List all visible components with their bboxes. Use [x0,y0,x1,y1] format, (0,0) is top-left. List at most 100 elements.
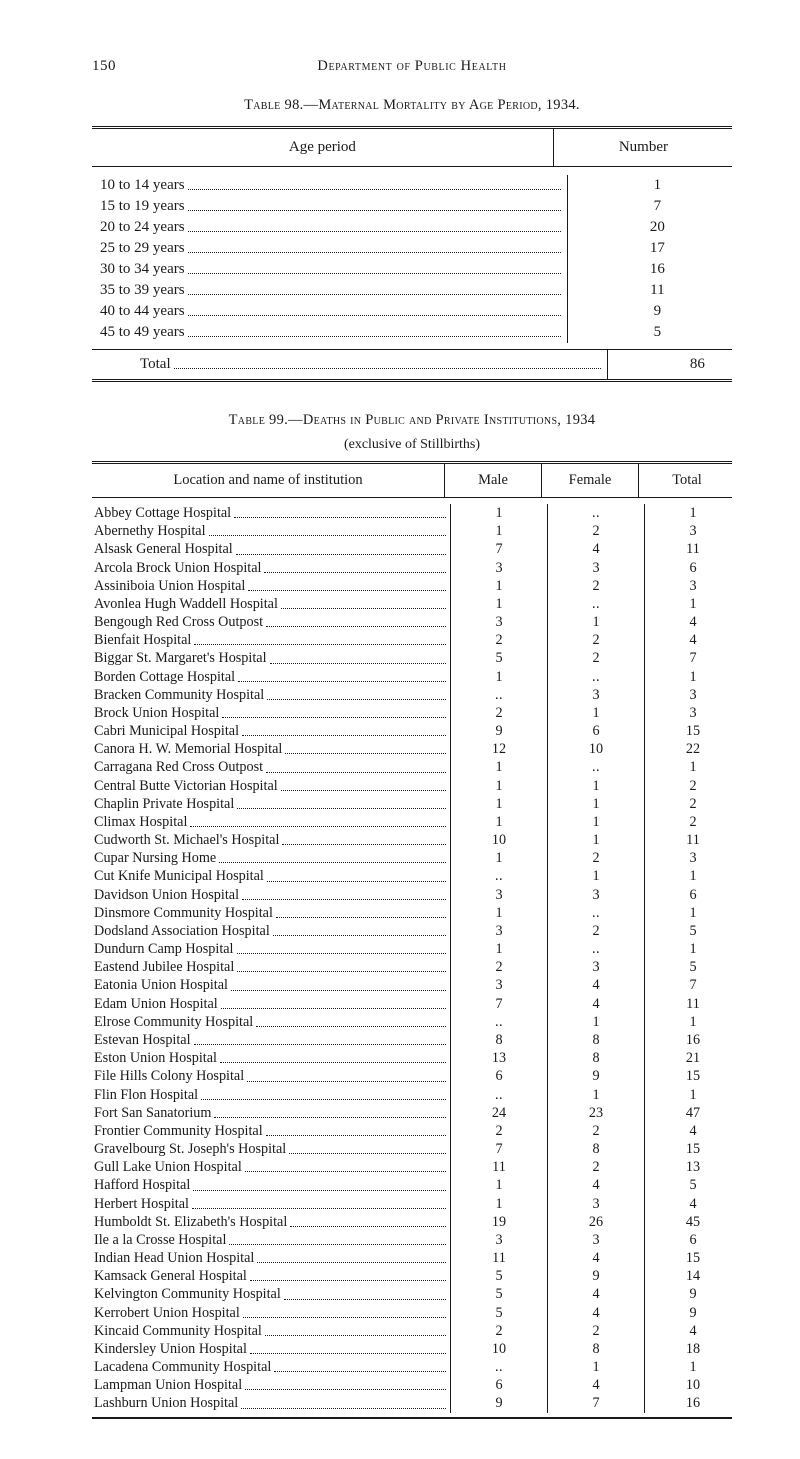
table-99-cell-female: .. [547,904,644,922]
leader [222,700,446,718]
table-98-age-label: 10 to 14 years [100,177,188,194]
table-99-cell-male: 1 [450,813,547,831]
table-99-caption-title: Deaths in Public and Private Institution… [303,412,565,428]
table-99-subcaption: (exclusive of Stillbirths) [92,437,732,453]
table-99-cell-total: 21 [644,1049,741,1067]
table-99-cell-total: 5 [644,958,741,976]
table-99-cell-total: 4 [644,613,741,631]
table-99-location-label: Estevan Hospital [94,1031,194,1049]
table-99-cell-male: 1 [450,795,547,813]
table-99-cell-male: 1 [450,522,547,540]
leader [266,754,446,772]
table-99-cell-female: .. [547,668,644,686]
leader [270,645,446,663]
table-99-cell-female: 4 [547,1376,644,1394]
leader [281,773,446,791]
table-99-cell-female: 4 [547,1249,644,1267]
table-99-cell-female: 4 [547,1304,644,1322]
table-98-caption-num: 98.— [281,97,319,113]
table-99-location-label: Eastend Jubilee Hospital [94,958,237,976]
leader [220,1045,446,1063]
table-99-cell-male: 8 [450,1031,547,1049]
table-99-location-label: Assiniboia Union Hospital [94,577,248,595]
table-98-age-label: 45 to 49 years [100,324,188,341]
table-99-cell-male: 6 [450,1376,547,1394]
table-98-cell-age: 20 to 24 years [92,217,567,238]
table-99-location-label: Kindersley Union Hospital [94,1340,250,1358]
table-99-cell-male: 11 [450,1158,547,1176]
table-99-cell-female: 2 [547,849,644,867]
leader [264,555,446,573]
table-99-cell-male: 3 [450,613,547,631]
table-99-cell-total: 1 [644,504,741,522]
leader [245,1372,446,1390]
leader [242,718,446,736]
table-99-cell-male: 2 [450,704,547,722]
table-99-location-label: Indian Head Union Hospital [94,1249,257,1267]
table-99-location-label: Kamsack General Hospital [94,1267,250,1285]
table-99-cell-female: 2 [547,1122,644,1140]
table-98-cell-number: 16 [567,259,747,280]
table-99-cell-male: .. [450,1013,547,1031]
table-99-caption-year: 1934 [565,412,595,428]
leader [234,500,446,518]
table-99-cell-total: 16 [644,1031,741,1049]
table-99-cell-total: 15 [644,722,741,740]
table-99-cell-total: 5 [644,922,741,940]
table-99-cell-female: 2 [547,1322,644,1340]
table-98-cell-age: 15 to 19 years [92,196,567,217]
table-99-header-male: Male [444,464,541,497]
table-row: 15 to 19 years7 [92,196,732,217]
table-98-caption-year: 1934. [546,97,580,113]
leader [241,1390,446,1408]
table-99-cell-male: 2 [450,1322,547,1340]
table-99-cell-female: 3 [547,1231,644,1249]
table-99-cell-total: 3 [644,577,741,595]
table-99-cell-total: 4 [644,1122,741,1140]
table-99-cell-total: 1 [644,1358,741,1376]
table-99-header-location: Location and name of institution [92,464,444,497]
table-99-header-female: Female [541,464,638,497]
table-99-header-row: Location and name of institution Male Fe… [92,464,732,498]
table-99-cell-total: 1 [644,1013,741,1031]
leader [209,518,446,536]
leader [237,954,446,972]
table-99-cell-male: 1 [450,595,547,613]
table-99-cell-total: 11 [644,995,741,1013]
leader [194,1027,446,1045]
table-99-cell-total: 3 [644,522,741,540]
table-99-location-label: Flin Flon Hospital [94,1086,201,1104]
table-99-cell-female: 1 [547,813,644,831]
table-99-cell-female: 2 [547,631,644,649]
table-98-cell-number: 20 [567,217,747,238]
table-99-location-label: Brock Union Hospital [94,704,222,722]
table-98-total-label-cell: Total [92,350,607,379]
table-98-cell-number: 9 [567,301,747,322]
table-99-cell-female: .. [547,595,644,613]
table-98-body: 10 to 14 years115 to 19 years720 to 24 y… [92,167,732,350]
table-98-header-row: Age period Number [92,129,732,167]
table-99-cell-male: 3 [450,922,547,940]
table-99-cell-total: 5 [644,1176,741,1194]
table-99-cell-female: 1 [547,1013,644,1031]
table-99-location-label: Herbert Hospital [94,1195,192,1213]
table-99-cell-female: 9 [547,1067,644,1085]
table-row: 10 to 14 years1 [92,175,732,196]
table-99-cell-male: 1 [450,940,547,958]
table-98-age-label: 15 to 19 years [100,198,188,215]
table-99-location-label: Fort San Sanatorium [94,1104,214,1122]
table-98-header-number: Number [553,129,733,166]
table-98-age-label: 25 to 29 years [100,240,188,257]
leader [273,918,446,936]
leader [282,827,446,845]
table-99-cell-male: 1 [450,758,547,776]
table-99-location-label: Frontier Community Hospital [94,1122,266,1140]
table-99-cell-total: 7 [644,649,741,667]
table-99-cell-female: 4 [547,976,644,994]
table-99-cell-male: 11 [450,1249,547,1267]
table-99-cell-total: 15 [644,1140,741,1158]
table-99-cell-total: 11 [644,831,741,849]
table-99-cell-location: Lashburn Union Hospital [92,1394,450,1412]
table-98-cell-age: 25 to 29 years [92,238,567,259]
running-title: Department of Public Health [140,58,732,75]
